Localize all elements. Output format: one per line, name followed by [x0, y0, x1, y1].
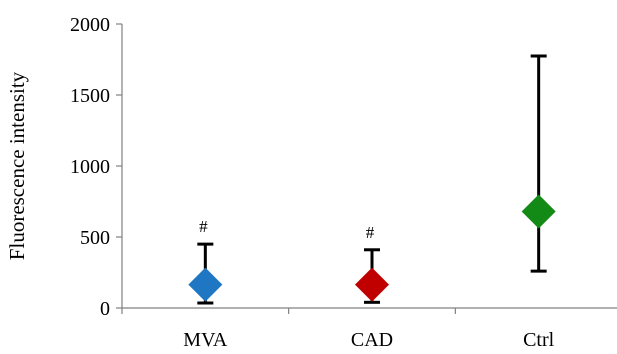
- x-tick-label: CAD: [351, 329, 393, 351]
- error-bars: [197, 54, 547, 305]
- significance-mark: #: [366, 223, 375, 242]
- data-point-cad: [355, 267, 389, 302]
- data-point-ctrl: [521, 194, 556, 229]
- y-tick-label: 2000: [70, 14, 110, 36]
- y-tick-label: 1500: [70, 85, 110, 107]
- error-bar: [530, 54, 547, 273]
- x-tick-label: Ctrl: [523, 329, 555, 351]
- y-axis-label: Fluorescence intensity: [5, 71, 29, 260]
- data-points: [188, 194, 556, 302]
- significance-mark: #: [199, 217, 208, 236]
- y-tick-label: 0: [100, 298, 110, 320]
- x-axis-ticks: MVA CAD Ctrl: [121, 308, 555, 351]
- y-axis-ticks: 0 500 1000 1500 2000: [70, 14, 122, 320]
- axes: [121, 24, 617, 309]
- annotations: # #: [199, 217, 375, 242]
- x-tick-label: MVA: [183, 329, 228, 351]
- y-tick-label: 1000: [70, 156, 110, 178]
- y-tick-label: 500: [80, 227, 110, 249]
- data-point-mva: [188, 267, 223, 302]
